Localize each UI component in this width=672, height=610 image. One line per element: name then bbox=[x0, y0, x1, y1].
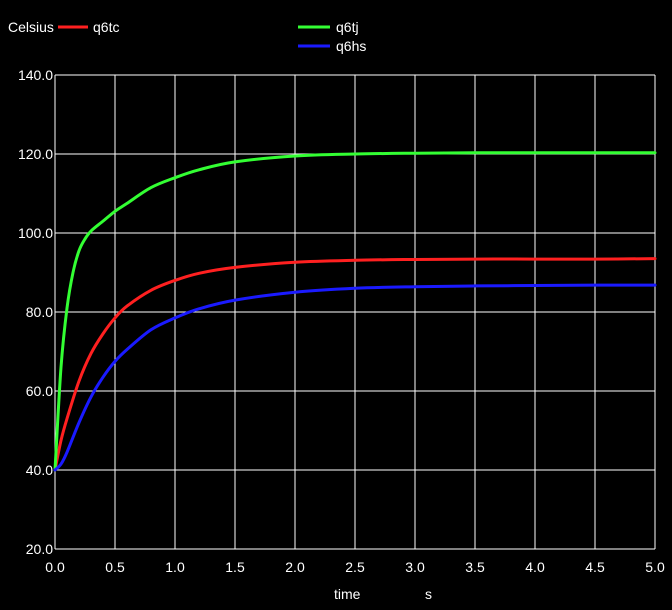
x-tick-label: 0.0 bbox=[45, 559, 65, 575]
axes: 0.0 0.5 1.0 1.5 2.0 2.5 3.0 3.5 4.0 4.5 5.0 20.0 40.… bbox=[18, 67, 665, 575]
x-axis-label: time bbox=[334, 586, 361, 602]
y-tick-label: 100.0 bbox=[18, 225, 53, 241]
y-axis-label: Celsius bbox=[8, 19, 54, 35]
x-tick-label: 4.0 bbox=[525, 559, 545, 575]
x-tick-label: 0.5 bbox=[105, 559, 125, 575]
y-tick-label: 40.0 bbox=[26, 462, 53, 478]
x-tick-label: 3.0 bbox=[405, 559, 425, 575]
y-tick-label: 80.0 bbox=[26, 304, 53, 320]
y-tick-label: 120.0 bbox=[18, 146, 53, 162]
series-group bbox=[53, 151, 657, 472]
series-line-q6hs bbox=[53, 283, 657, 472]
series-line-q6tj bbox=[53, 151, 657, 472]
y-tick-label: 20.0 bbox=[26, 541, 53, 557]
x-tick-label: 2.0 bbox=[285, 559, 305, 575]
x-tick-label: 1.5 bbox=[225, 559, 245, 575]
y-tick-label: 140.0 bbox=[18, 67, 53, 83]
series-line-q6tc bbox=[53, 257, 657, 472]
x-axis-unit: s bbox=[425, 586, 432, 602]
legend-label-q6hs: q6hs bbox=[336, 38, 366, 54]
legend-label-q6tc: q6tc bbox=[93, 19, 119, 35]
legend: q6tc q6tj q6hs bbox=[58, 19, 366, 54]
legend-label-q6tj: q6tj bbox=[336, 19, 359, 35]
x-tick-label: 5.0 bbox=[645, 559, 665, 575]
x-tick-label: 1.0 bbox=[165, 559, 185, 575]
x-tick-label: 4.5 bbox=[585, 559, 605, 575]
x-tick-label: 3.5 bbox=[465, 559, 485, 575]
y-tick-label: 60.0 bbox=[26, 383, 53, 399]
x-tick-label: 2.5 bbox=[345, 559, 365, 575]
